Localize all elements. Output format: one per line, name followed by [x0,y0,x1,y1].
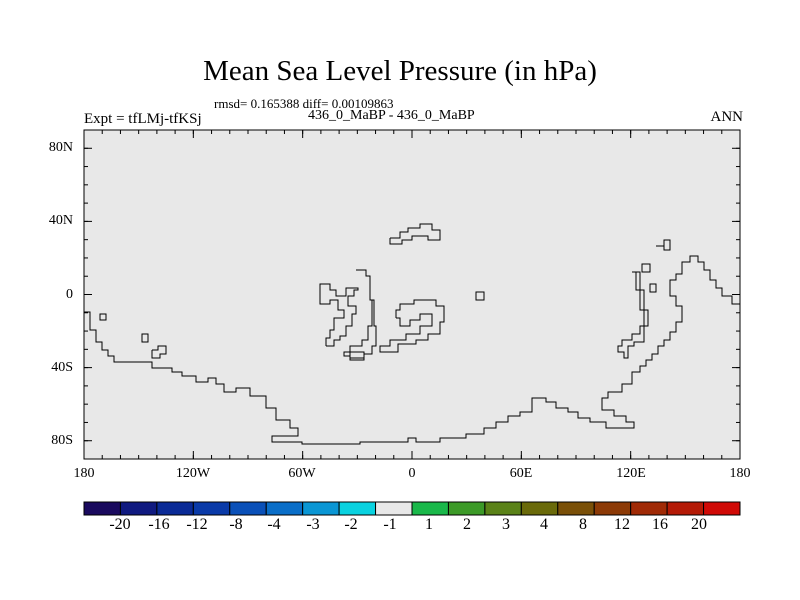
season-label: ANN [710,109,744,125]
y-tick-label-40n: 40N [48,213,73,228]
statistics-text: rmsd= 0.165388 diff= 0.00109863 [214,96,394,111]
colorbar-box [119,501,158,516]
colorbar-box [593,501,632,516]
colorbar-box [411,501,449,516]
colorbar-label: -2 [344,516,358,533]
coastline-north-region [389,223,441,245]
y-tick-label-80n: 80N [48,140,73,155]
colorbar-label: -1 [383,516,397,533]
colorbar-label: 12 [614,516,630,533]
colorbar-box [302,501,340,516]
colorbar-label: 8 [579,516,587,533]
coastline-australia [617,271,649,359]
colorbar-box [447,501,486,516]
coastline-madagascar [343,269,377,361]
coastlines [84,223,741,445]
x-tick-label-180e: 180 [729,466,751,481]
colorbar-box [338,501,377,516]
colorbar-box [156,501,194,516]
coastline-asia-east [656,239,671,251]
colorbar-box [703,501,741,516]
colorbar-box [630,501,668,516]
colorbar-box [520,501,559,516]
coastline-africa [379,299,445,353]
colorbar-label: -20 [109,516,131,533]
colorbar-boxes [83,501,741,516]
island-3 [475,291,485,301]
colorbar-box [192,501,231,516]
coastline-antarctica-west [84,255,741,445]
x-tick-label-60w: 60W [288,466,316,481]
x-tick-label-0: 0 [408,466,416,481]
colorbar-box [557,501,595,516]
colorbar-label: 2 [463,516,471,533]
colorbar-label: 4 [540,516,548,533]
colorbar-box [666,501,705,516]
x-tick-label-180w: 180 [73,466,95,481]
island-5 [141,333,149,343]
colorbar-label: 3 [502,516,510,533]
colorbar-label: -3 [306,516,320,533]
y-tick-label-40s: 40S [51,360,73,375]
colorbar-label: -16 [148,516,170,533]
colorbar-label: 20 [691,516,707,533]
experiment-label: Expt = tfLMj-tfKSj [84,111,202,127]
plot-title: Mean Sea Level Pressure (in hPa) [203,55,597,87]
colorbar-box [265,501,304,516]
colorbar-box [375,501,413,516]
colorbar-label: -8 [229,516,243,533]
island-1 [641,263,651,273]
y-tick-label-0: 0 [66,287,73,302]
x-tick-label-120w: 120W [175,466,211,481]
island-6 [151,345,167,359]
colorbar-box [484,501,522,516]
x-tick-label-60e: 60E [509,466,533,481]
x-tick-label-120e: 120E [616,466,646,481]
colorbar-label: 1 [425,516,433,533]
island-4 [99,313,107,321]
colorbar-box [83,501,121,516]
colorbar-label: -4 [267,516,281,533]
axis-ticks [83,129,741,460]
colorbar-label: -12 [186,516,208,533]
island-2 [649,283,657,293]
colorbar-label: 16 [652,516,668,533]
map-background [84,130,740,459]
colorbar-box [229,501,267,516]
y-tick-label-80s: 80S [51,433,73,448]
coastline-south-america [319,283,359,347]
experiment-subtitle: 436_0_MaBP - 436_0_MaBP [308,108,475,123]
